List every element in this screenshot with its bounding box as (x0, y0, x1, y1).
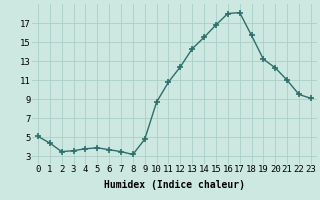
X-axis label: Humidex (Indice chaleur): Humidex (Indice chaleur) (104, 180, 245, 190)
